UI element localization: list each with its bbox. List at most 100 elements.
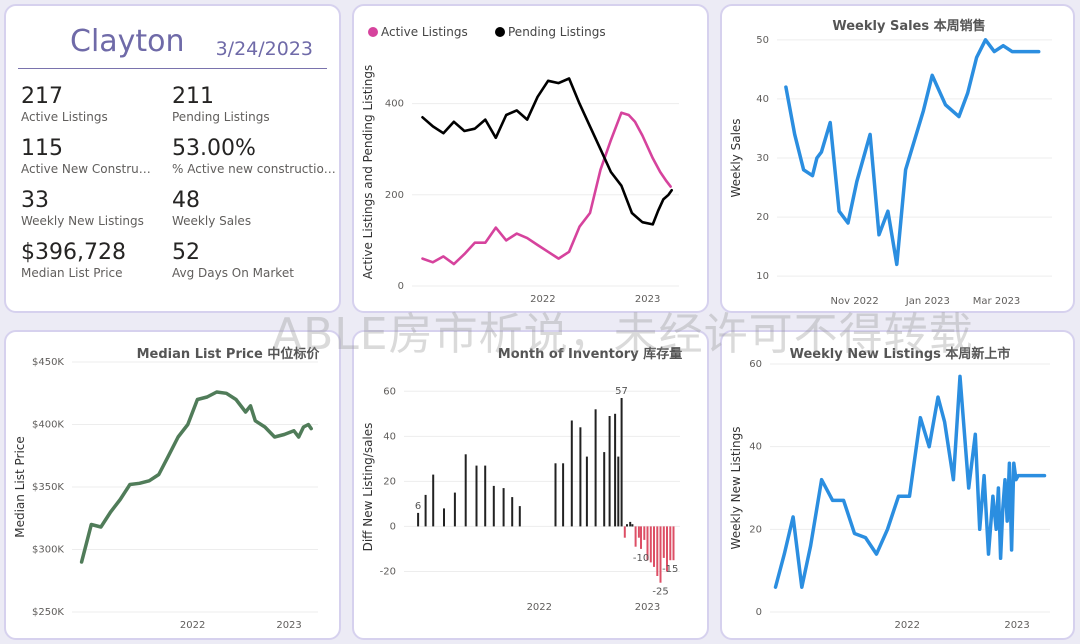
- kpi-label: % Active new constructions: [172, 162, 337, 176]
- x-tick-label: 2023: [276, 620, 301, 631]
- median-price-chart: $250K $300K $350K $400K $450K 2022 2023 Median …: [13, 346, 320, 631]
- bar: [603, 452, 606, 527]
- y-tick-label: 40: [749, 442, 762, 453]
- kpi-label: Active Listings: [21, 110, 108, 124]
- bar: [475, 465, 478, 527]
- kpi-pct-active-new-constructions: 53.00% % Active new constructions: [172, 136, 337, 177]
- series-line-active-listings: [421, 111, 672, 266]
- y-tick-label: 40: [756, 94, 769, 105]
- x-tick-label: Mar 2023: [973, 296, 1021, 307]
- bar: [640, 526, 642, 549]
- kpi-value: 48: [172, 188, 200, 213]
- y-tick-label: -20: [380, 566, 396, 577]
- bar: [518, 506, 521, 527]
- y-tick-label: $250K: [32, 607, 64, 618]
- kpi-value: 115: [21, 136, 63, 161]
- x-tick-label: 2023: [1004, 620, 1029, 631]
- kpi-median-list-price: $396,728 Median List Price: [21, 240, 181, 281]
- y-tick-label: 60: [749, 359, 762, 370]
- bar: [511, 497, 514, 527]
- data-label: 57: [615, 386, 628, 397]
- bar: [669, 526, 672, 561]
- listings-chart-card: 0 200 400 2022 2023 Active Listings and Pendi…: [352, 4, 709, 313]
- kpi-label: Weekly Sales: [172, 214, 252, 228]
- y-tick-label: 30: [756, 153, 769, 164]
- bar: [631, 524, 634, 527]
- bar: [417, 512, 420, 527]
- y-tick-label: 50: [756, 35, 769, 46]
- inventory-chart-card: -20 0 20 40 60 2022 2023 Month of Inventory 库存量…: [352, 330, 709, 640]
- bar: [662, 526, 665, 558]
- series-line-median-list-price: [79, 390, 313, 564]
- bar: [637, 526, 640, 538]
- city-title: Clayton: [70, 24, 185, 59]
- y-tick-label: 60: [383, 386, 396, 397]
- kpi-weekly-new-listings: 33 Weekly New Listings: [21, 188, 181, 229]
- kpi-label: Median List Price: [21, 266, 123, 280]
- kpi-value: 33: [21, 188, 49, 213]
- kpi-value: 52: [172, 240, 200, 265]
- y-tick-label: 200: [385, 190, 404, 201]
- chart-title: Month of Inventory 库存量: [498, 346, 682, 362]
- y-axis-label: Weekly New Listings: [729, 427, 743, 550]
- bar: [484, 465, 487, 527]
- title-divider: [18, 68, 327, 69]
- bar: [492, 485, 495, 527]
- weekly-sales-chart: 10 20 30 40 50 Nov 2022 Jan 2023 Mar 2023 Weekly…: [729, 18, 1052, 307]
- bar: [502, 488, 505, 527]
- x-tick-label: 2022: [527, 602, 552, 613]
- x-tick-label: 2023: [635, 294, 660, 305]
- bar: [443, 508, 445, 527]
- bar: [608, 416, 611, 527]
- y-tick-label: 0: [390, 521, 396, 532]
- bar: [432, 474, 435, 527]
- bar: [453, 492, 456, 527]
- bar: [579, 427, 582, 527]
- series-line-weekly-new-listings: [773, 374, 1047, 589]
- y-tick-label: $300K: [32, 545, 64, 556]
- kpi-active-listings: 217 Active Listings: [21, 84, 181, 125]
- y-tick-label: $450K: [32, 357, 64, 368]
- listings-chart: 0 200 400 2022 2023 Active Listings and Pendi…: [361, 25, 679, 305]
- bar: [585, 456, 588, 527]
- kpi-value: 53.00%: [172, 136, 256, 161]
- y-tick-label: 40: [383, 431, 396, 442]
- kpi-value: $396,728: [21, 240, 126, 265]
- bar: [554, 463, 557, 527]
- x-tick-label: 2023: [635, 602, 660, 613]
- bar: [634, 526, 637, 547]
- bar: [424, 494, 427, 527]
- bar: [464, 454, 467, 527]
- y-axis-label: Median List Price: [13, 436, 27, 538]
- kpi-value: 217: [21, 84, 63, 109]
- bar: [594, 409, 597, 527]
- y-tick-label: 400: [385, 99, 404, 110]
- weekly-sales-chart-card: 10 20 30 40 50 Nov 2022 Jan 2023 Mar 2023 Weekly…: [720, 4, 1075, 313]
- bar: [626, 524, 628, 527]
- legend-marker: [368, 27, 378, 37]
- kpi-weekly-sales: 48 Weekly Sales: [172, 188, 332, 229]
- y-tick-label: 20: [756, 212, 769, 223]
- data-label: 6: [415, 501, 421, 512]
- bar: [617, 456, 620, 527]
- kpi-label: Pending Listings: [172, 110, 270, 124]
- y-tick-label: 0: [756, 607, 762, 618]
- chart-title: Weekly Sales 本周销售: [832, 18, 985, 34]
- series-line-pending-listings: [421, 77, 674, 226]
- bar: [562, 463, 565, 527]
- series-line-weekly-sales: [784, 38, 1041, 267]
- legend-label: Active Listings: [381, 25, 468, 39]
- bar: [656, 526, 659, 576]
- kpi-label: Weekly New Listings: [21, 214, 144, 228]
- bar: [620, 398, 623, 527]
- bar: [646, 526, 649, 561]
- x-tick-label: 2022: [530, 294, 555, 305]
- bar: [643, 526, 646, 540]
- data-label: -10: [633, 553, 649, 564]
- y-axis-label: Weekly Sales: [729, 118, 743, 197]
- legend-marker: [495, 27, 505, 37]
- bar: [672, 526, 675, 561]
- weekly-new-listings-chart-card: 0 20 40 60 2022 2023 Weekly New Listings 本周新上市…: [720, 330, 1075, 640]
- legend-label: Pending Listings: [508, 25, 606, 39]
- bar: [629, 521, 632, 527]
